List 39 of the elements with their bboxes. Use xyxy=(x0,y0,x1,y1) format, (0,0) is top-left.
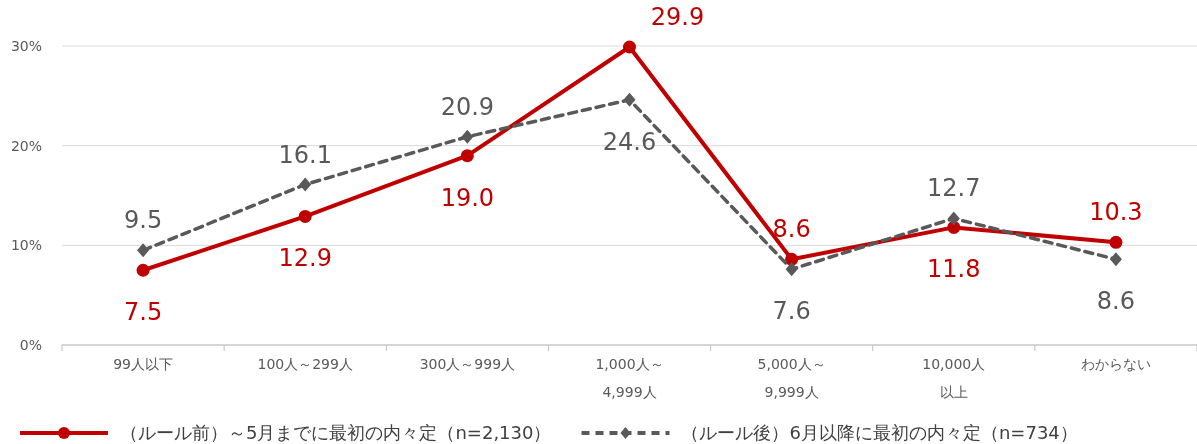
data-label: 9.5 xyxy=(123,206,163,235)
point xyxy=(461,129,474,144)
data-label: 7.5 xyxy=(123,298,163,327)
x-tick-label: 1,000人～4,999人 xyxy=(595,356,664,400)
x-tick-label: 99人以下 xyxy=(113,356,173,372)
data-label: 20.9 xyxy=(440,92,495,121)
point xyxy=(785,262,798,277)
x-tick-label: 100人～299人 xyxy=(257,356,353,372)
y-tick-label: 0% xyxy=(19,337,42,353)
x-tick-label: 5,000人～9,999人 xyxy=(757,356,826,400)
legend-label: （ルール後）6月以降に最初の内々定（n=734） xyxy=(681,422,1078,443)
y-tick-label: 20% xyxy=(10,137,42,154)
point xyxy=(1109,252,1122,267)
point xyxy=(460,149,474,163)
data-label: 12.7 xyxy=(927,174,981,203)
data-label: 29.9 xyxy=(650,3,705,31)
data-label: 10.3 xyxy=(1089,198,1143,227)
data-label: 16.1 xyxy=(278,140,332,169)
point xyxy=(137,243,150,258)
point xyxy=(623,40,636,54)
data-label: 11.8 xyxy=(927,255,981,284)
point xyxy=(298,209,312,223)
legend-label: （ルール前）～5月までに最初の内々定（n=2,130） xyxy=(120,422,552,443)
x-tick-label: わからない xyxy=(1080,356,1151,372)
data-label: 24.6 xyxy=(602,127,657,156)
point xyxy=(947,211,960,226)
data-label: 8.6 xyxy=(1096,287,1136,316)
x-tick-label: 10,000人以上 xyxy=(922,356,986,400)
y-tick-label: 30% xyxy=(10,38,42,54)
y-tick-label: 10% xyxy=(10,237,42,254)
data-label: 12.9 xyxy=(278,244,332,273)
point xyxy=(136,263,150,277)
data-label: 7.6 xyxy=(772,297,811,326)
x-tick-label: 300人～999人 xyxy=(419,356,516,372)
point xyxy=(1109,235,1123,249)
point xyxy=(623,92,636,107)
point xyxy=(299,177,312,192)
data-label: 19.0 xyxy=(440,183,495,212)
data-label: 8.6 xyxy=(772,215,811,244)
